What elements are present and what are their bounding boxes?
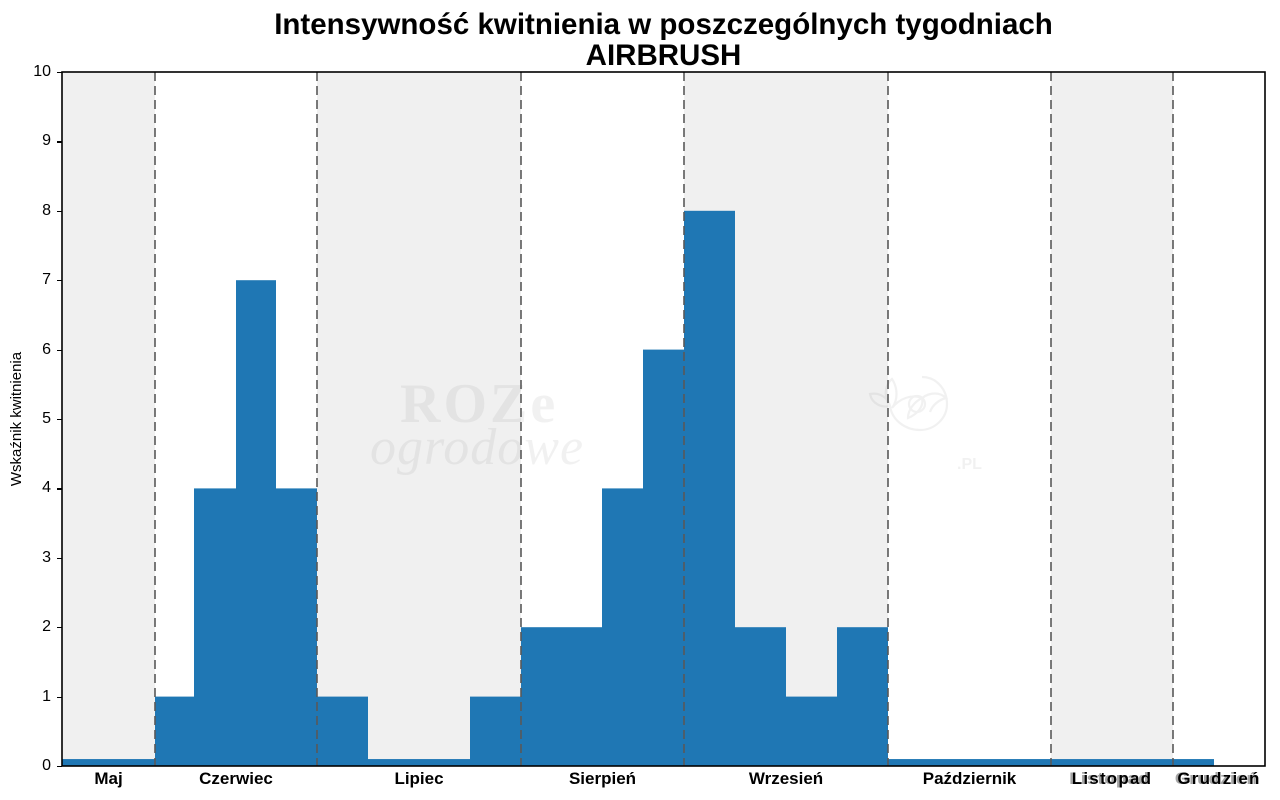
svg-text:.PL: .PL [957, 456, 982, 473]
svg-text:ogrodowe: ogrodowe [370, 419, 584, 476]
